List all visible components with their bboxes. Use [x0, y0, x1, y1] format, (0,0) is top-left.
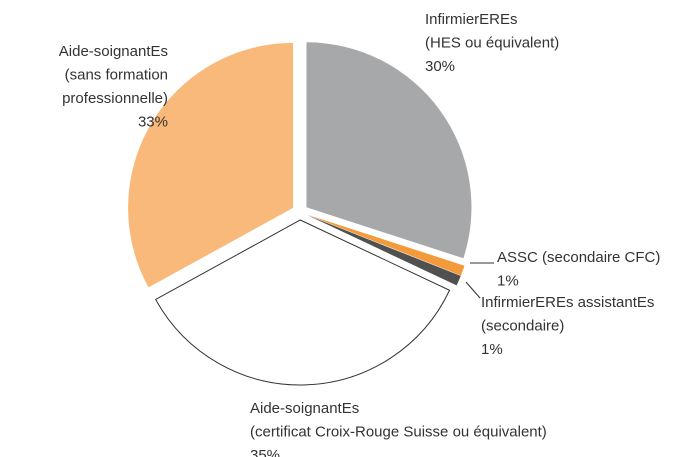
pie-slice: [128, 42, 294, 288]
slice-label: Aide-soignantEs: [250, 400, 359, 417]
slice-label: ASSC (secondaire CFC): [497, 249, 660, 266]
slice-label: Aide-soignantEs: [59, 43, 168, 60]
slice-label: professionnelle): [62, 90, 168, 107]
pie-slice: [307, 215, 461, 286]
pie-slice: [306, 42, 472, 259]
slice-label: (HES ou équivalent): [425, 34, 559, 51]
slice-value-label: 30%: [425, 58, 455, 75]
slice-label: InfirmierEREs assistantEs: [481, 294, 654, 311]
slice-label: (sans formation: [65, 66, 168, 83]
slice-label: InfirmierEREs: [425, 11, 518, 28]
leader-line: [465, 281, 481, 299]
slice-value-label: 1%: [481, 341, 503, 358]
slice-label: (certificat Croix-Rouge Suisse ou équiva…: [250, 423, 547, 440]
pie-slice: [307, 214, 465, 276]
slice-label: (secondaire): [481, 317, 564, 334]
slice-value-label: 35%: [250, 447, 280, 457]
slice-value-label: 33%: [138, 113, 168, 130]
pie-slice: [154, 219, 451, 386]
slice-value-label: 1%: [497, 272, 519, 289]
